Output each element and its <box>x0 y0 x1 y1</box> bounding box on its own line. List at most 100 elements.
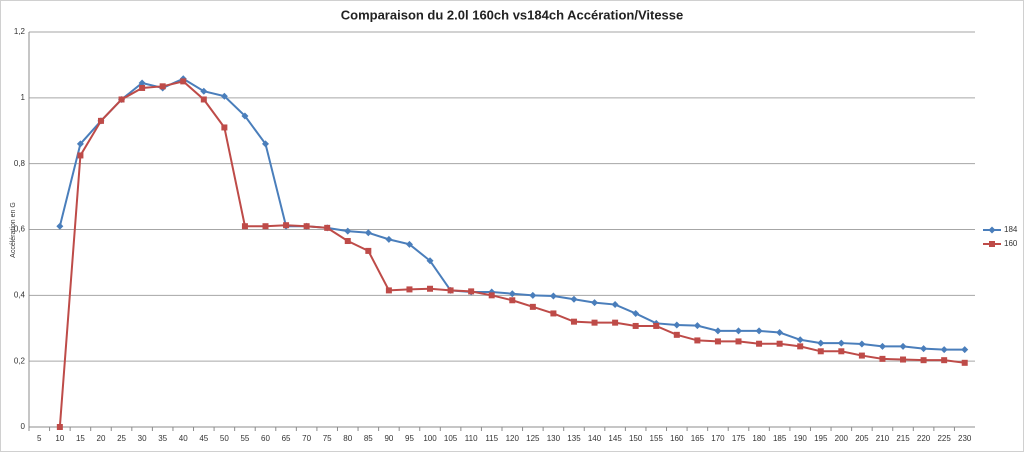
data-point <box>508 290 516 298</box>
data-point <box>56 424 63 430</box>
data-point <box>899 342 907 350</box>
x-tick-label: 225 <box>937 434 951 443</box>
data-point <box>900 356 907 363</box>
data-point <box>488 292 495 299</box>
data-point <box>714 327 722 335</box>
y-tick-label: 0,4 <box>14 290 26 299</box>
data-point <box>365 247 372 254</box>
data-point <box>735 338 742 345</box>
x-tick-label: 65 <box>282 434 291 443</box>
legend-label: 160 <box>1004 239 1018 248</box>
data-point <box>221 124 228 131</box>
legend-marker <box>988 226 996 234</box>
data-point <box>426 257 434 265</box>
x-tick-label: 85 <box>364 434 373 443</box>
data-point <box>920 357 927 364</box>
x-tick-label: 90 <box>384 434 393 443</box>
data-point <box>879 355 886 362</box>
x-tick-label: 200 <box>835 434 849 443</box>
data-point <box>220 92 228 100</box>
x-tick-label: 20 <box>97 434 106 443</box>
data-point <box>756 340 763 347</box>
y-tick-label: 0 <box>21 422 26 431</box>
data-point <box>611 301 619 309</box>
x-tick-label: 210 <box>876 434 890 443</box>
data-point <box>591 319 598 326</box>
data-point <box>118 96 125 103</box>
y-tick-label: 1,2 <box>14 27 26 36</box>
data-point <box>97 117 104 124</box>
x-tick-label: 175 <box>732 434 746 443</box>
data-point <box>385 235 393 243</box>
data-point <box>693 322 701 330</box>
x-tick-label: 30 <box>138 434 147 443</box>
data-point <box>694 337 701 344</box>
legend-marker <box>989 241 995 247</box>
data-point <box>755 327 763 335</box>
x-tick-label: 45 <box>199 434 208 443</box>
legend-label: 184 <box>1004 225 1018 234</box>
x-tick-label: 80 <box>343 434 352 443</box>
data-point <box>735 327 742 335</box>
x-tick-label: 35 <box>158 434 167 443</box>
data-point <box>77 152 84 159</box>
data-point <box>776 329 784 337</box>
data-point <box>837 339 845 347</box>
data-point <box>200 96 207 103</box>
x-tick-label: 145 <box>608 434 622 443</box>
x-tick-label: 125 <box>526 434 540 443</box>
data-point <box>612 319 619 326</box>
x-tick-label: 50 <box>220 434 229 443</box>
data-point <box>878 342 886 350</box>
x-tick-label: 140 <box>588 434 602 443</box>
data-point <box>858 340 866 348</box>
data-point <box>385 287 392 294</box>
x-tick-label: 55 <box>240 434 249 443</box>
data-point <box>180 78 187 85</box>
data-point <box>591 299 599 307</box>
x-tick-label: 150 <box>629 434 643 443</box>
data-point <box>241 223 248 230</box>
data-point <box>550 310 557 317</box>
data-point <box>364 229 372 237</box>
x-tick-label: 75 <box>323 434 332 443</box>
data-point <box>241 112 249 120</box>
data-point <box>817 339 825 347</box>
data-point <box>961 359 968 366</box>
x-tick-label: 70 <box>302 434 311 443</box>
data-point <box>56 222 64 230</box>
data-point <box>405 240 413 248</box>
x-tick-label: 195 <box>814 434 828 443</box>
data-point <box>262 140 269 148</box>
data-point <box>940 346 948 354</box>
data-point <box>529 303 536 310</box>
data-point <box>262 223 269 230</box>
data-point <box>941 357 948 364</box>
data-point <box>344 238 351 245</box>
y-tick-label: 0,6 <box>14 225 26 234</box>
x-tick-label: 120 <box>506 434 520 443</box>
data-point <box>570 318 577 325</box>
chart-title: Comparaison du 2.0l 160ch vs184ch Accéra… <box>341 7 684 22</box>
x-tick-label: 115 <box>485 434 498 443</box>
x-tick-label: 105 <box>444 434 458 443</box>
data-point <box>776 340 783 347</box>
data-point <box>673 321 681 329</box>
x-tick-label: 155 <box>650 434 664 443</box>
data-point <box>159 83 166 90</box>
data-point <box>76 140 84 148</box>
data-point <box>920 345 928 353</box>
x-tick-label: 25 <box>117 434 126 443</box>
data-point <box>797 343 804 350</box>
data-point <box>406 286 413 293</box>
x-tick-label: 95 <box>405 434 414 443</box>
data-point <box>529 291 537 299</box>
x-tick-label: 135 <box>567 434 581 443</box>
data-point <box>653 322 660 329</box>
x-tick-label: 180 <box>752 434 766 443</box>
data-point <box>549 292 557 300</box>
data-point <box>427 285 434 292</box>
y-axis-label: Accélération en G <box>10 202 17 258</box>
